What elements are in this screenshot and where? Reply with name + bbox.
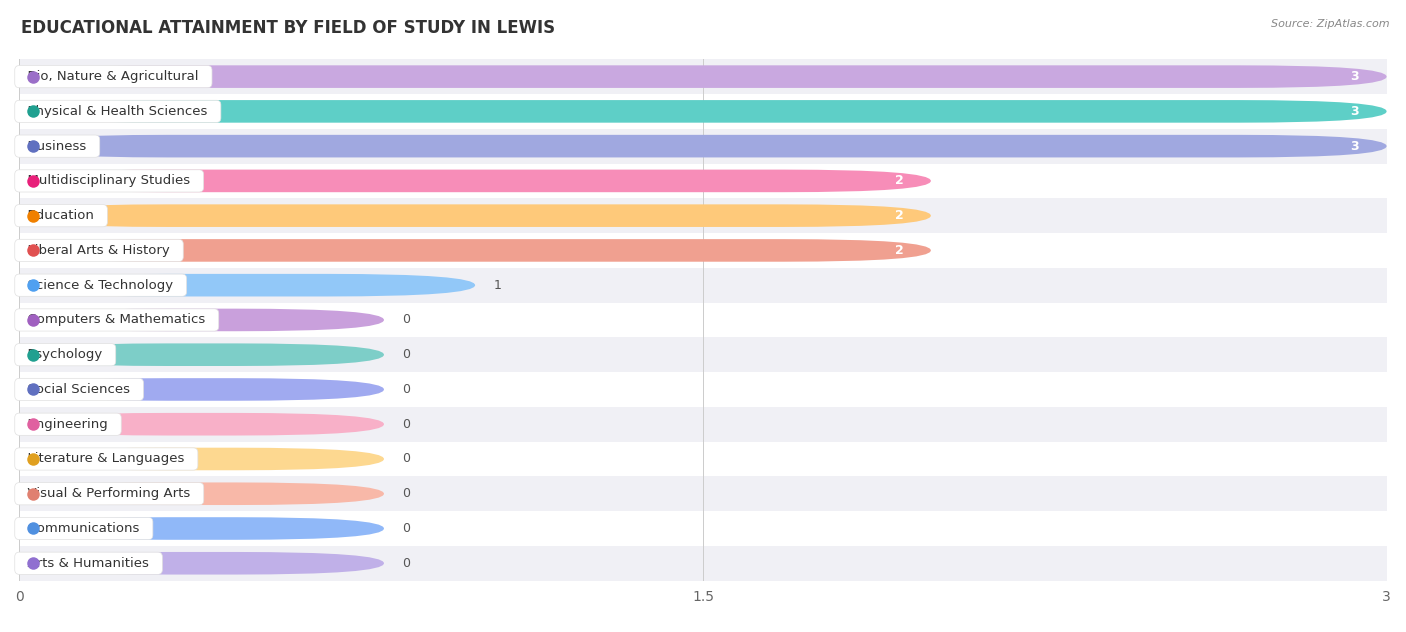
FancyBboxPatch shape [20, 239, 931, 262]
FancyBboxPatch shape [20, 447, 384, 470]
Text: Visual & Performing Arts: Visual & Performing Arts [20, 487, 200, 501]
Bar [20, 477, 1386, 511]
Text: Bio, Nature & Agricultural: Bio, Nature & Agricultural [20, 70, 207, 83]
Text: Multidisciplinary Studies: Multidisciplinary Studies [20, 174, 200, 188]
FancyBboxPatch shape [20, 135, 1386, 157]
Bar [20, 372, 1386, 407]
FancyBboxPatch shape [20, 65, 1386, 88]
Bar [20, 268, 1386, 303]
Bar [20, 303, 1386, 337]
FancyBboxPatch shape [20, 100, 1386, 123]
Text: Education: Education [20, 209, 103, 222]
Text: Computers & Mathematics: Computers & Mathematics [20, 313, 214, 327]
Bar [20, 59, 1386, 94]
Text: 1: 1 [494, 279, 501, 292]
FancyBboxPatch shape [20, 204, 931, 227]
FancyBboxPatch shape [20, 482, 384, 505]
Text: Science & Technology: Science & Technology [20, 279, 181, 292]
Text: 3: 3 [1351, 140, 1360, 153]
Bar [20, 337, 1386, 372]
Text: Literature & Languages: Literature & Languages [20, 453, 193, 466]
Text: 0: 0 [402, 418, 411, 431]
FancyBboxPatch shape [20, 413, 384, 435]
Text: Communications: Communications [20, 522, 148, 535]
Text: EDUCATIONAL ATTAINMENT BY FIELD OF STUDY IN LEWIS: EDUCATIONAL ATTAINMENT BY FIELD OF STUDY… [21, 19, 555, 37]
Bar [20, 407, 1386, 442]
FancyBboxPatch shape [20, 552, 384, 574]
Bar [20, 546, 1386, 581]
Text: 0: 0 [402, 453, 411, 466]
Bar [20, 442, 1386, 477]
Text: 0: 0 [402, 522, 411, 535]
Text: 0: 0 [402, 487, 411, 501]
Text: 0: 0 [402, 313, 411, 327]
Bar [20, 164, 1386, 198]
Text: 2: 2 [894, 209, 904, 222]
Text: Arts & Humanities: Arts & Humanities [20, 557, 157, 570]
Text: Psychology: Psychology [20, 348, 111, 362]
Bar [20, 94, 1386, 129]
Bar [20, 233, 1386, 268]
Text: 0: 0 [402, 348, 411, 362]
FancyBboxPatch shape [20, 343, 384, 366]
Text: 0: 0 [402, 557, 411, 570]
Text: 3: 3 [1351, 70, 1360, 83]
Text: 2: 2 [894, 174, 904, 188]
Text: Physical & Health Sciences: Physical & Health Sciences [20, 105, 217, 118]
Bar [20, 198, 1386, 233]
Text: Business: Business [20, 140, 96, 153]
FancyBboxPatch shape [20, 274, 475, 296]
FancyBboxPatch shape [20, 378, 384, 401]
Bar [20, 129, 1386, 164]
FancyBboxPatch shape [20, 308, 384, 331]
Text: Social Sciences: Social Sciences [20, 383, 139, 396]
FancyBboxPatch shape [20, 517, 384, 540]
Text: Engineering: Engineering [20, 418, 117, 431]
Text: 0: 0 [402, 383, 411, 396]
Bar [20, 511, 1386, 546]
Text: Liberal Arts & History: Liberal Arts & History [20, 244, 179, 257]
FancyBboxPatch shape [20, 169, 931, 192]
Text: 2: 2 [894, 244, 904, 257]
Text: Source: ZipAtlas.com: Source: ZipAtlas.com [1271, 19, 1389, 29]
Text: 3: 3 [1351, 105, 1360, 118]
